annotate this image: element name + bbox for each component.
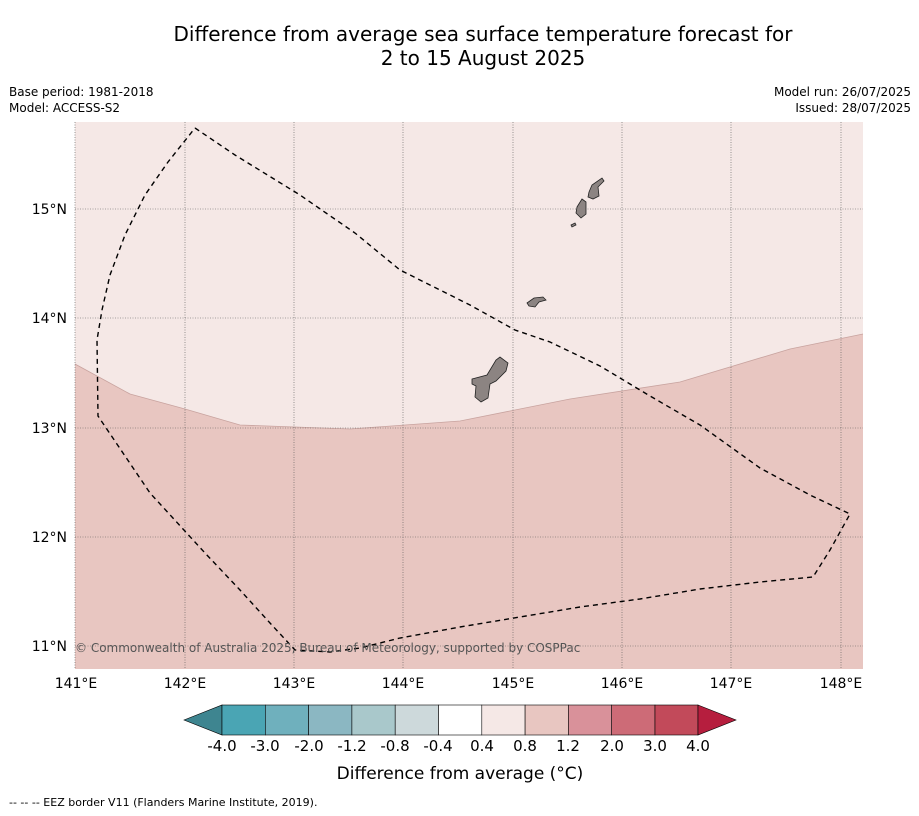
issued-date: Issued: 28/07/2025 xyxy=(795,101,911,115)
lon-label-146: 146°E xyxy=(601,676,644,692)
map-panel xyxy=(74,122,864,669)
colorbar-label-6: -0.4 xyxy=(423,737,453,755)
colorbar-label-3: -2.0 xyxy=(294,737,324,755)
lat-label-13: 13°N xyxy=(32,421,67,437)
colorbar-bin-7 xyxy=(481,704,526,736)
lon-label-147: 147°E xyxy=(710,676,753,692)
title-line-2: 2 to 15 August 2025 xyxy=(380,46,586,70)
island-rota xyxy=(526,296,547,308)
eez-border xyxy=(96,127,851,653)
lon-label-144: 144°E xyxy=(382,676,425,692)
meta-left: Base period: 1981-2018 Model: ACCESS-S2 xyxy=(9,84,154,116)
colorbar-label-7: 0.4 xyxy=(470,737,494,755)
title-line-1: Difference from average sea surface temp… xyxy=(173,22,793,46)
colorbar-label-4: -1.2 xyxy=(337,737,367,755)
colorbar-bin-10 xyxy=(611,704,656,736)
colorbar-label-8: 0.8 xyxy=(513,737,537,755)
meta-right: Model run: 26/07/2025 Issued: 28/07/2025 xyxy=(774,84,911,116)
island-saipan xyxy=(587,177,605,200)
map-title: Difference from average sea surface temp… xyxy=(0,22,919,70)
colorbar-bin-6 xyxy=(438,704,483,736)
lat-tick-labels: 15°N 14°N 13°N 12°N 11°N xyxy=(32,202,67,655)
colorbar-bin-11 xyxy=(654,704,699,736)
colorbar-bin-1 xyxy=(221,704,266,736)
lat-label-11: 11°N xyxy=(32,639,67,655)
lon-label-142: 142°E xyxy=(164,676,207,692)
model-run: Model run: 26/07/2025 xyxy=(773,85,911,99)
colorbar-label-10: 2.0 xyxy=(600,737,624,755)
land xyxy=(471,177,605,403)
lat-label-15: 15°N xyxy=(32,202,67,218)
model-name: Model: ACCESS-S2 xyxy=(9,101,121,115)
gridlines xyxy=(74,122,863,669)
lon-label-143: 143°E xyxy=(273,676,316,692)
colorbar-bin-4 xyxy=(351,704,396,736)
zone-dark xyxy=(75,334,863,669)
colorbar-bin-9 xyxy=(568,704,613,736)
copyright-notice: © Commonwealth of Australia 2025, Bureau… xyxy=(75,641,581,655)
colorbar-label-11: 3.0 xyxy=(643,737,667,755)
island-aguijan xyxy=(570,222,577,228)
eez-footnote: -- -- -- EEZ border V11 (Flanders Marine… xyxy=(9,796,318,809)
colorbar xyxy=(183,704,737,736)
colorbar-label-2: -3.0 xyxy=(250,737,280,755)
lat-label-12: 12°N xyxy=(32,530,67,546)
colorbar-label-1: -4.0 xyxy=(207,737,237,755)
lat-label-14: 14°N xyxy=(32,311,67,327)
colorbar-label-5: -0.8 xyxy=(380,737,410,755)
colorbar-over xyxy=(697,704,737,736)
colorbar-bin-8 xyxy=(524,704,569,736)
colorbar-label-12: 4.0 xyxy=(686,737,710,755)
colorbar-title: Difference from average (°C) xyxy=(336,764,584,784)
lon-tick-labels: 141°E 142°E 143°E 144°E 145°E 146°E 147°… xyxy=(55,676,863,692)
lon-label-141: 141°E xyxy=(55,676,98,692)
colorbar-under xyxy=(183,704,223,736)
lon-label-148: 148°E xyxy=(820,676,863,692)
zone-boundary xyxy=(74,333,864,430)
lon-label-145: 145°E xyxy=(492,676,535,692)
colorbar-bin-2 xyxy=(264,704,309,736)
island-tinian xyxy=(575,198,587,219)
colorbar-bin-5 xyxy=(394,704,439,736)
colorbar-label-9: 1.2 xyxy=(556,737,580,755)
colorbar-bin-3 xyxy=(308,704,353,736)
base-period: Base period: 1981-2018 xyxy=(9,85,154,99)
island-guam xyxy=(471,356,509,403)
